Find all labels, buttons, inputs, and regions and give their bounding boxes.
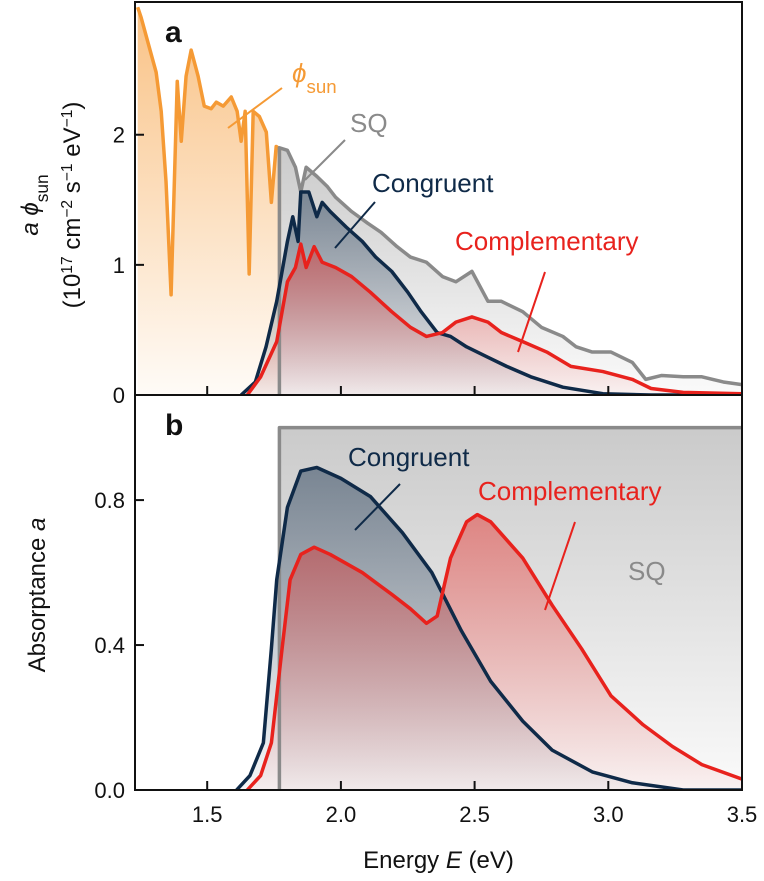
text-part: −1 [59,110,76,128]
text-part: a ϕ [17,202,44,235]
text-part: −1 [59,163,76,181]
x-tick-label: 2.5 [459,802,490,827]
y-tick-label: 0.0 [94,778,125,803]
leader-line [334,201,376,249]
y-tick-label: 0.4 [94,633,125,658]
line [136,6,283,297]
leader-line [517,271,546,353]
plot-frame [134,394,743,791]
panel-label: b [165,409,183,442]
panel-label: a [165,16,182,49]
leader-line [227,87,283,129]
line [235,465,742,790]
line [246,512,742,790]
text-part: cm [59,218,86,257]
area-fill [247,244,742,395]
text-part: eV [59,127,86,163]
leader-line [544,521,576,611]
x-tick-label: 3.5 [727,802,758,827]
x-tick-label: 2.0 [326,802,357,827]
plot-area [235,425,742,790]
x-tick-label: 1.5 [192,802,223,827]
text-part: −2 [59,200,76,218]
y-axis-label: a ϕsun [17,174,52,235]
text-part: ) [59,102,86,110]
series-label: Complementary [478,476,662,506]
text-part: ϕ [292,58,306,88]
y-axis-label: Absorptance a [24,518,51,673]
area-fill [137,7,282,395]
text-part: (eV) [462,847,514,874]
series-label: ϕsun [292,58,337,97]
series-label: SQ [628,556,666,586]
y-tick-label: 0.8 [94,488,125,513]
y-tick-label: 2 [113,123,125,148]
text-part: Energy [363,847,446,874]
text-part: s [59,181,86,200]
y-axis-label: (1017 cm−2 s−1 eV−1) [59,102,87,309]
line [245,242,742,395]
series-label: Complementary [455,226,639,256]
line [239,190,742,395]
leader-line [304,139,346,181]
series-label: SQ [350,108,388,138]
text-part: sun [306,76,336,97]
line [277,145,742,395]
text-part: a [24,518,51,531]
text-part: 17 [59,256,76,273]
area-fill [247,514,742,790]
leader-line [354,483,401,531]
text-part: sun [32,174,52,202]
series-label: Congruent [348,442,470,472]
y-tick-label: 1 [113,253,125,278]
x-tick-label: 3.0 [593,802,624,827]
text-part: Absorptance [24,531,51,672]
text-part: (10 [59,274,86,309]
x-axis-label: Energy E (eV) [363,847,514,874]
series-label: Congruent [372,168,494,198]
y-tick-label: 0 [113,383,125,408]
plot-area [136,6,742,395]
text-part: E [446,847,463,874]
